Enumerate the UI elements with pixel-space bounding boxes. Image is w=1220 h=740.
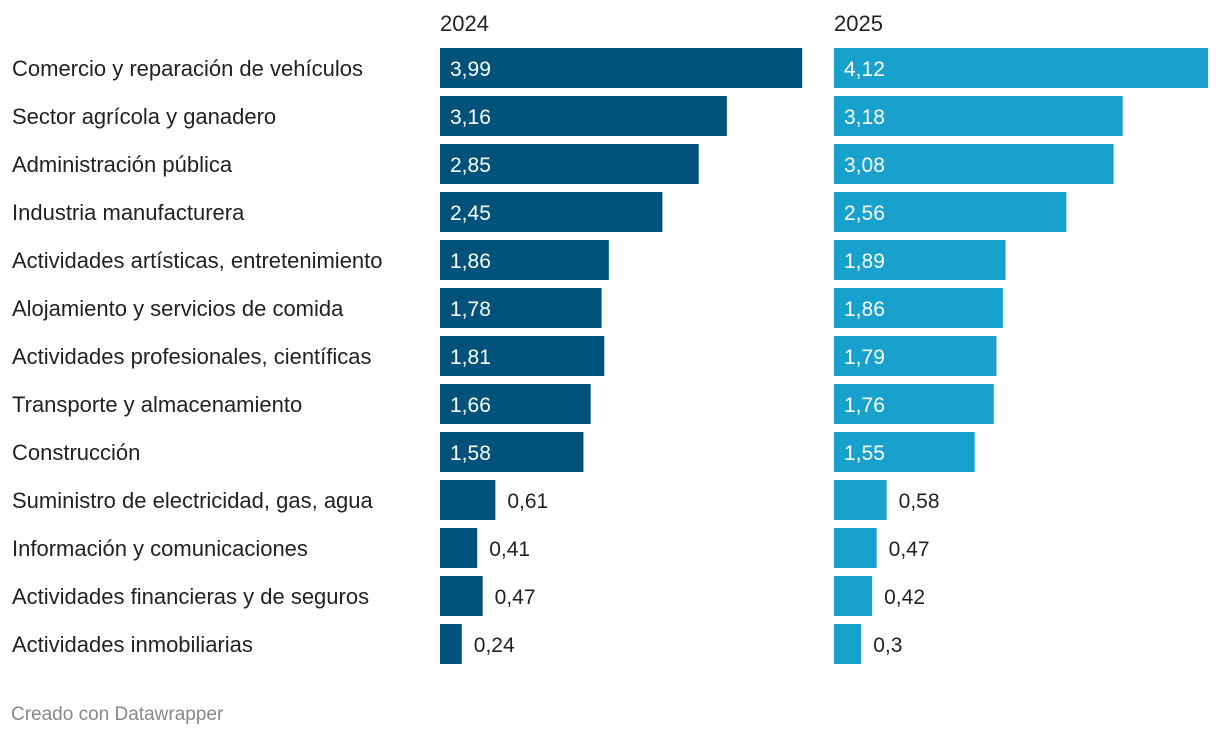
bar-2025-actividades-profesionales-cientificas [834,336,997,376]
value-label-2025-transporte-y-almacenamiento: 1,76 [844,394,885,417]
bar-2024-suministro-de-electricidad-gas-agua [440,480,496,520]
bar-chart: Comercio y reparación de vehículos Sector… [12,11,1208,664]
bar-2025-construccion [834,432,975,472]
bar-2024-actividades-financieras-y-de-seguros [440,576,483,616]
bar-2024-transporte-y-almacenamiento [440,384,591,424]
bar-2025-actividades-financieras-y-de-seguros [834,576,873,616]
bar-2024-actividades-inmobiliarias [440,624,462,664]
bar-2024-informacion-y-comunicaciones [440,528,478,568]
value-label-2025-informacion-y-comunicaciones: 0,47 [889,538,930,561]
bar-2024-actividades-profesionales-cientificas [440,336,605,376]
bar-2024-sector-agricola-y-ganadero [440,96,727,136]
value-label-2025-suministro-de-electricidad-gas-agua: 0,58 [899,490,940,513]
chart-panels: 2024 3,99 3,16 2,85 2,45 1,86 1,78 1,81 1,66 1,58… [440,11,1208,664]
category-label-informacion-y-comunicaciones: Información y comunicaciones [12,536,308,561]
bar-2024-administracion-publica [440,144,699,184]
category-label-sector-agricola-y-ganadero: Sector agrícola y ganadero [12,104,276,129]
value-label-2024-transporte-y-almacenamiento: 1,66 [450,394,491,417]
value-label-2025-actividades-inmobiliarias: 0,3 [873,634,902,657]
category-label-actividades-inmobiliarias: Actividades inmobiliarias [12,632,253,657]
value-label-2024-actividades-profesionales-cientificas: 1,81 [450,346,491,369]
value-label-2025-actividades-financieras-y-de-seguros: 0,42 [884,586,925,609]
bar-2025-administracion-publica [834,144,1114,184]
value-label-2024-comercio-y-reparacion-de-vehiculos: 3,99 [450,58,491,81]
category-label-comercio-y-reparacion-de-vehiculos: Comercio y reparación de vehículos [12,56,363,81]
value-label-2025-construccion: 1,55 [844,442,885,465]
bar-2024-industria-manufacturera [440,192,663,232]
category-label-construccion: Construcción [12,440,140,465]
value-label-2024-informacion-y-comunicaciones: 0,41 [489,538,530,561]
value-label-2024-sector-agricola-y-ganadero: 3,16 [450,106,491,129]
value-label-2024-suministro-de-electricidad-gas-agua: 0,61 [507,490,548,513]
value-label-2025-alojamiento-y-servicios-de-comida: 1,86 [844,298,885,321]
category-label-alojamiento-y-servicios-de-comida: Alojamiento y servicios de comida [12,296,344,321]
bar-2024-actividades-artisticas-entretenimiento [440,240,609,280]
category-label-actividades-financieras-y-de-seguros: Actividades financieras y de seguros [12,584,369,609]
series-title-2025: 2025 [834,11,883,36]
bar-2025-actividades-inmobiliarias [834,624,862,664]
panel-2025: 2025 4,12 3,18 3,08 2,56 1,89 1,86 1,79 1,76 1,55… [834,11,1208,664]
value-label-2025-comercio-y-reparacion-de-vehiculos: 4,12 [844,58,885,81]
bar-2025-informacion-y-comunicaciones [834,528,877,568]
value-label-2024-industria-manufacturera: 2,45 [450,202,491,225]
value-label-2025-administracion-publica: 3,08 [844,154,885,177]
bar-2024-comercio-y-reparacion-de-vehiculos [440,48,803,88]
category-label-suministro-de-electricidad-gas-agua: Suministro de electricidad, gas, agua [12,488,374,513]
credit-text[interactable]: Creado con Datawrapper [11,704,224,725]
bar-2025-suministro-de-electricidad-gas-agua [834,480,887,520]
value-label-2024-administracion-publica: 2,85 [450,154,491,177]
bar-2025-actividades-artisticas-entretenimiento [834,240,1006,280]
series-title-2024: 2024 [440,11,489,36]
category-label-actividades-artisticas-entretenimiento: Actividades artísticas, entretenimiento [12,248,383,273]
value-label-2024-actividades-inmobiliarias: 0,24 [474,634,515,657]
bar-2024-construccion [440,432,584,472]
bar-2025-sector-agricola-y-ganadero [834,96,1123,136]
panel-2024: 2024 3,99 3,16 2,85 2,45 1,86 1,78 1,81 1,66 1,58… [440,11,803,664]
category-labels: Comercio y reparación de vehículos Sector… [12,56,383,657]
value-label-2024-actividades-financieras-y-de-seguros: 0,47 [495,586,536,609]
value-label-2025-industria-manufacturera: 2,56 [844,202,885,225]
bar-2024-alojamiento-y-servicios-de-comida [440,288,602,328]
category-label-administracion-publica: Administración pública [12,152,233,177]
bar-2025-transporte-y-almacenamiento [834,384,994,424]
category-label-transporte-y-almacenamiento: Transporte y almacenamiento [12,392,302,417]
value-label-2024-construccion: 1,58 [450,442,491,465]
bar-2025-industria-manufacturera [834,192,1067,232]
category-label-industria-manufacturera: Industria manufacturera [12,200,245,225]
value-label-2024-alojamiento-y-servicios-de-comida: 1,78 [450,298,491,321]
value-label-2024-actividades-artisticas-entretenimiento: 1,86 [450,250,491,273]
value-label-2025-sector-agricola-y-ganadero: 3,18 [844,106,885,129]
category-label-actividades-profesionales-cientificas: Actividades profesionales, científicas [12,344,372,369]
value-label-2025-actividades-profesionales-cientificas: 1,79 [844,346,885,369]
bar-2025-comercio-y-reparacion-de-vehiculos [834,48,1208,88]
value-label-2025-actividades-artisticas-entretenimiento: 1,89 [844,250,885,273]
bar-2025-alojamiento-y-servicios-de-comida [834,288,1003,328]
